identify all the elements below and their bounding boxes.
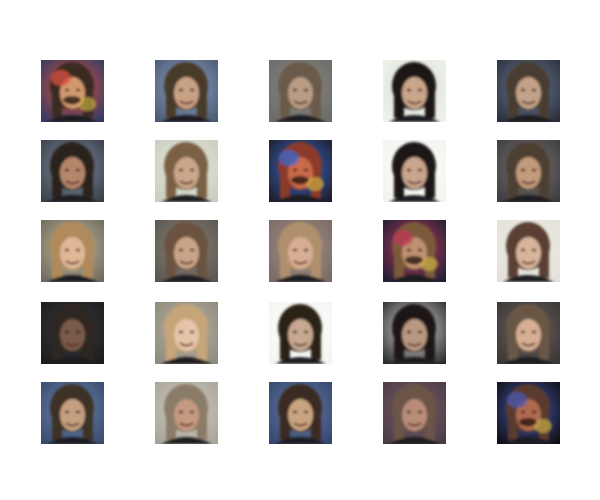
generated-face-tile bbox=[269, 220, 332, 282]
generated-face-tile bbox=[497, 382, 560, 444]
generated-face-tile bbox=[383, 60, 446, 122]
generated-face-tile bbox=[269, 302, 332, 364]
generated-face-tile bbox=[41, 382, 104, 444]
generated-face-tile bbox=[155, 140, 218, 202]
generated-face-tile bbox=[383, 302, 446, 364]
generated-face-tile bbox=[155, 382, 218, 444]
generated-face-tile bbox=[383, 220, 446, 282]
generated-face-tile bbox=[497, 220, 560, 282]
generated-face-tile bbox=[497, 140, 560, 202]
generated-face-tile bbox=[155, 302, 218, 364]
generated-face-tile bbox=[383, 382, 446, 444]
generated-face-tile bbox=[497, 302, 560, 364]
generated-face-tile bbox=[383, 140, 446, 202]
generated-face-tile bbox=[41, 140, 104, 202]
generated-face-tile bbox=[41, 220, 104, 282]
generated-face-tile bbox=[269, 382, 332, 444]
generated-face-tile bbox=[269, 140, 332, 202]
generated-face-tile bbox=[269, 60, 332, 122]
generated-face-tile bbox=[155, 60, 218, 122]
generated-face-tile bbox=[41, 60, 104, 122]
generated-face-tile bbox=[155, 220, 218, 282]
generated-face-tile bbox=[41, 302, 104, 364]
generated-face-tile bbox=[497, 60, 560, 122]
